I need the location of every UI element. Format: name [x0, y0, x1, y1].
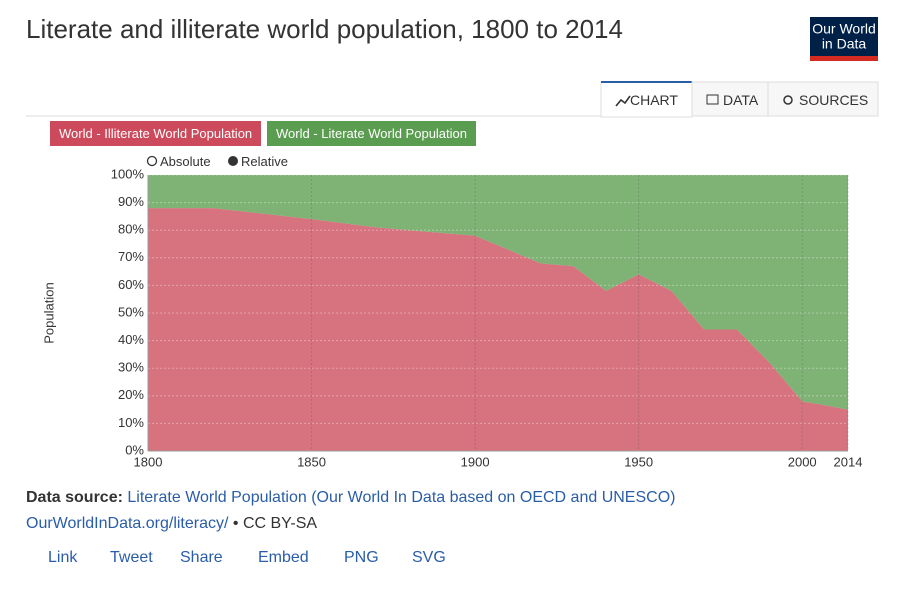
- action[interactable]: Embed: [258, 549, 309, 566]
- icon: [615, 95, 631, 107]
- icon: [706, 94, 719, 105]
- y-tick-label: 60%: [118, 277, 144, 292]
- logo-text: in Data: [822, 36, 867, 52]
- x-tick-label: 1800: [134, 454, 163, 469]
- source-label: Data source:: [26, 489, 123, 506]
- y-tick-label: 0%: [125, 442, 144, 457]
- tab-bg: [691, 81, 879, 117]
- tab[interactable]: DATA: [723, 92, 759, 108]
- y-tick-label: 30%: [118, 360, 144, 375]
- x-tick-label: 1850: [297, 454, 326, 469]
- x-tick-label: 2014: [834, 454, 863, 469]
- source-link[interactable]: Literate World Population (Our World In …: [127, 489, 676, 506]
- y-tick-label: 80%: [118, 222, 144, 237]
- y-tick-label: 10%: [118, 415, 144, 430]
- area: [148, 175, 848, 410]
- icon: [783, 95, 793, 105]
- radio[interactable]: [146, 155, 158, 167]
- radio-label[interactable]: Relative: [241, 154, 288, 169]
- x-tick-label: 1900: [461, 454, 490, 469]
- area: [148, 208, 848, 451]
- source-line: Data source: Literate World Population (…: [26, 489, 675, 507]
- radio[interactable]: [228, 156, 238, 166]
- legend-entry[interactable]: World - Illiterate World Population: [50, 121, 262, 146]
- x-tick-label: 2000: [788, 454, 817, 469]
- y-tick-label: 20%: [118, 387, 144, 402]
- action[interactable]: SVG: [412, 549, 446, 566]
- url-line: OurWorldInData.org/literacy/ • CC BY-SA: [26, 515, 317, 533]
- action[interactable]: PNG: [344, 549, 379, 566]
- action[interactable]: Share: [180, 549, 223, 566]
- y-axis-label: Population: [41, 282, 56, 343]
- tab[interactable]: CHART: [630, 92, 678, 108]
- url-link[interactable]: OurWorldInData.org/literacy/: [26, 515, 229, 532]
- action[interactable]: Link: [48, 549, 78, 566]
- logo-box: [810, 17, 878, 60]
- title: Literate and illiterate world population…: [26, 14, 623, 44]
- logo-text: Our World: [812, 21, 876, 37]
- tab[interactable]: SOURCES: [799, 92, 869, 108]
- y-tick-label: 70%: [118, 249, 144, 264]
- logo-bar: [810, 56, 878, 61]
- license: • CC BY-SA: [232, 515, 318, 532]
- legend-entry[interactable]: World - Literate World Population: [267, 121, 477, 146]
- action[interactable]: Tweet: [110, 549, 153, 566]
- y-tick-label: 90%: [118, 194, 144, 209]
- radio-label[interactable]: Absolute: [160, 154, 211, 169]
- y-tick-label: 50%: [118, 304, 144, 319]
- y-tick-label: 40%: [118, 332, 144, 347]
- x-tick-label: 1950: [624, 454, 653, 469]
- y-tick-label: 100%: [111, 166, 145, 181]
